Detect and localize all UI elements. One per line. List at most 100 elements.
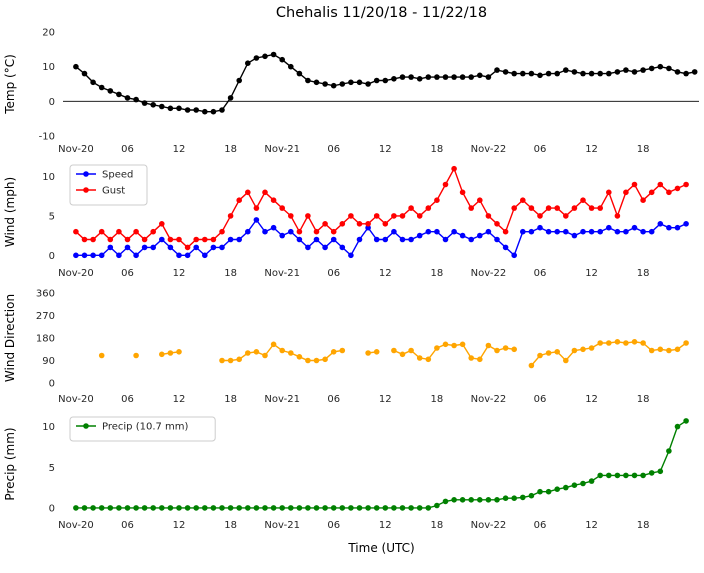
data-marker [494, 347, 500, 354]
data-marker [90, 236, 96, 243]
x-tick-label: Nov-21 [264, 144, 300, 155]
data-marker [545, 228, 552, 235]
data-marker [459, 341, 466, 348]
legend-label: Speed [102, 170, 133, 181]
data-marker [167, 236, 174, 243]
data-marker [606, 224, 612, 231]
y-tick-label: 270 [36, 311, 55, 322]
x-tick-label: Nov-20 [58, 394, 94, 405]
data-marker [468, 236, 475, 243]
data-marker [81, 236, 88, 243]
data-marker [73, 252, 79, 259]
data-marker [606, 340, 612, 346]
data-marker [330, 505, 337, 511]
data-marker [623, 189, 629, 196]
data-marker [554, 486, 560, 492]
x-tick-label: Nov-22 [471, 520, 507, 531]
y-axis-label: Wind (mph) [3, 177, 17, 247]
data-marker [365, 81, 371, 87]
data-marker [227, 236, 234, 243]
x-tick-label: 18 [224, 394, 237, 405]
data-marker [468, 74, 475, 80]
x-tick-label: 06 [121, 144, 134, 155]
x-tick-label: 18 [224, 520, 237, 531]
y-tick-label: 0 [49, 251, 55, 262]
data-marker [348, 505, 354, 511]
data-marker [133, 505, 139, 511]
series-line [75, 218, 687, 257]
data-marker [236, 197, 242, 203]
data-marker [511, 252, 517, 259]
data-marker [674, 423, 681, 430]
data-marker [537, 213, 543, 219]
data-marker [451, 228, 457, 235]
data-marker [279, 347, 286, 354]
data-marker [330, 349, 337, 355]
data-marker [614, 339, 621, 345]
y-tick-label: 90 [42, 356, 55, 367]
data-marker [468, 205, 475, 211]
x-tick-label: 06 [327, 520, 340, 531]
data-marker [588, 205, 595, 211]
data-marker [305, 244, 311, 251]
data-marker [623, 228, 629, 235]
data-marker [245, 505, 251, 511]
data-marker [107, 236, 114, 243]
data-marker [554, 228, 560, 235]
data-marker [425, 356, 432, 363]
x-tick-label: Nov-20 [58, 268, 94, 279]
data-marker [167, 350, 174, 356]
data-marker [485, 342, 492, 349]
data-marker [159, 236, 165, 243]
data-marker [270, 224, 277, 231]
data-marker [477, 356, 483, 363]
data-marker [288, 505, 294, 511]
data-marker [648, 347, 655, 354]
data-marker [648, 189, 655, 196]
y-tick-label: 20 [42, 28, 55, 39]
y-tick-label: 10 [42, 172, 55, 183]
data-marker [116, 252, 122, 259]
x-tick-label: Nov-20 [58, 144, 94, 155]
data-marker [648, 470, 655, 476]
data-marker [81, 505, 88, 511]
x-tick-label: 18 [224, 144, 237, 155]
data-marker [262, 352, 268, 359]
data-marker [313, 79, 320, 86]
x-tick-label: 12 [379, 394, 392, 405]
data-marker [631, 339, 638, 345]
data-marker [330, 82, 337, 89]
data-marker [571, 69, 578, 75]
data-marker [399, 213, 406, 219]
data-marker [408, 347, 414, 354]
data-marker [150, 102, 156, 108]
data-marker [245, 189, 251, 196]
data-marker [210, 236, 217, 243]
x-tick-label: 12 [585, 520, 598, 531]
data-marker [434, 74, 440, 80]
data-marker [434, 228, 440, 235]
data-marker [133, 228, 139, 235]
data-marker [81, 252, 88, 259]
data-marker [322, 244, 328, 251]
x-tick-label: 18 [224, 268, 237, 279]
data-marker [365, 350, 371, 356]
data-marker [502, 495, 509, 501]
data-marker [425, 205, 432, 211]
data-marker [657, 181, 664, 188]
y-tick-label: 360 [36, 289, 55, 300]
legend-sample-marker [83, 187, 89, 193]
data-marker [623, 67, 629, 73]
data-marker [159, 103, 165, 110]
data-marker [73, 505, 79, 511]
data-marker [588, 228, 595, 235]
data-marker [288, 228, 294, 235]
series-line [75, 166, 687, 249]
data-marker [262, 53, 268, 60]
data-marker [399, 236, 406, 243]
x-tick-label: 18 [430, 268, 443, 279]
data-marker [416, 76, 423, 82]
data-marker [528, 362, 535, 369]
data-marker [365, 221, 371, 227]
data-marker [494, 67, 500, 73]
